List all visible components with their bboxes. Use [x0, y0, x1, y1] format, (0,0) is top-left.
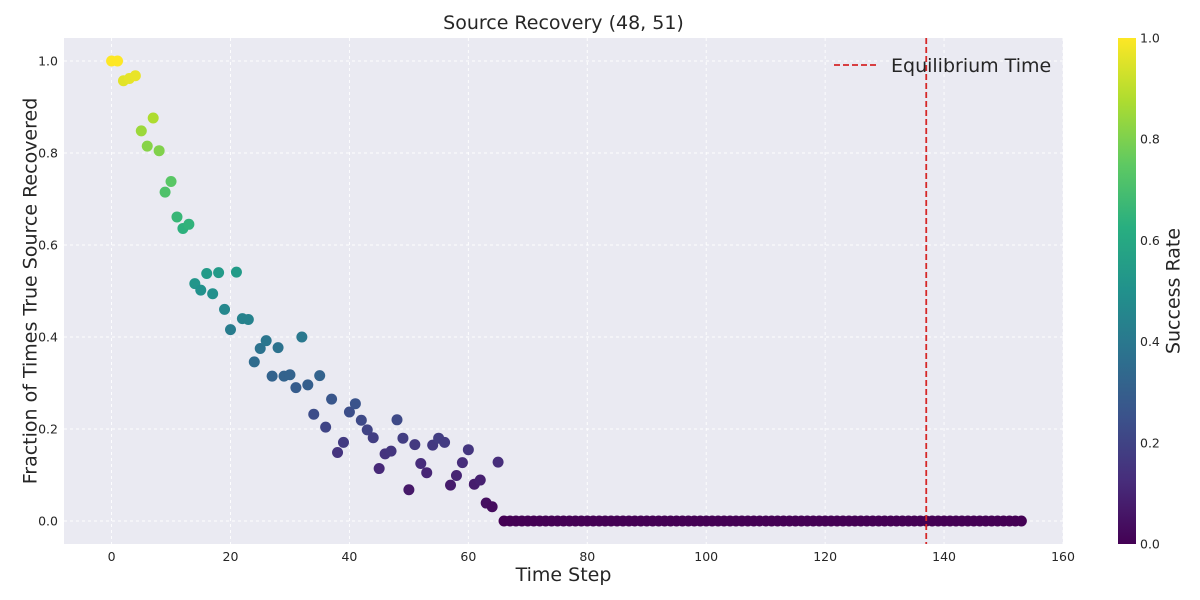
data-point [302, 379, 314, 391]
y-axis-label: Fraction of Times True Source Recovered [20, 98, 42, 485]
data-point [266, 370, 278, 382]
data-point [415, 458, 427, 469]
colorbar-tick-label: 0.0 [1140, 537, 1160, 552]
data-point [445, 479, 457, 491]
colorbar-label: Success Rate [1163, 228, 1185, 354]
colorbar-tick-label: 1.0 [1140, 31, 1160, 46]
colorbar-tick-label: 0.8 [1140, 132, 1160, 147]
data-point [397, 432, 409, 444]
x-tick-label: 40 [341, 549, 357, 564]
data-point [409, 439, 421, 451]
y-tick-label: 1.0 [38, 54, 58, 69]
data-point [213, 267, 225, 279]
data-point [183, 218, 195, 230]
data-point [320, 421, 332, 433]
data-point [153, 145, 165, 157]
data-point [355, 414, 367, 426]
data-point [450, 469, 462, 481]
data-point [260, 335, 272, 347]
x-tick-label: 120 [813, 549, 837, 564]
x-tick-label: 160 [1051, 549, 1075, 564]
data-point [486, 501, 498, 513]
x-tick-label: 140 [932, 549, 956, 564]
data-point [367, 432, 379, 444]
colorbar: 0.0 0.2 0.4 0.6 0.8 1.0 Success Rate [1118, 31, 1185, 552]
data-point [147, 112, 159, 124]
data-point [474, 474, 486, 486]
data-point [296, 331, 308, 343]
data-point [248, 356, 260, 368]
x-tick-label: 20 [223, 549, 239, 564]
data-point [159, 186, 171, 198]
data-point [361, 424, 373, 436]
data-point [135, 125, 147, 137]
data-point [290, 382, 302, 394]
data-points [106, 55, 1027, 527]
data-point [141, 140, 153, 152]
data-point [456, 457, 468, 469]
colorbar-tick-label: 0.2 [1140, 435, 1160, 450]
data-point [492, 456, 504, 468]
x-tick-label: 80 [579, 549, 595, 564]
data-point [308, 408, 320, 420]
y-tick-label: 0.6 [38, 238, 58, 253]
data-point [225, 324, 236, 336]
data-point [129, 70, 141, 82]
x-axis-label: Time Step [515, 564, 612, 586]
data-point [391, 414, 403, 426]
y-axis-ticks: 0.0 0.2 0.4 0.6 0.8 1.0 [38, 54, 58, 529]
y-tick-label: 0.0 [38, 514, 58, 529]
data-point [337, 436, 349, 448]
x-axis-ticks: 0 20 40 60 80 100 120 140 160 [108, 549, 1075, 564]
chart-title: Source Recovery (48, 51) [443, 12, 684, 34]
x-tick-label: 60 [460, 549, 476, 564]
data-point [272, 342, 284, 354]
data-point [254, 343, 266, 354]
y-tick-label: 0.4 [38, 330, 58, 345]
data-point [171, 211, 183, 223]
data-point [1015, 515, 1027, 527]
colorbar-gradient [1118, 38, 1136, 544]
data-point [314, 370, 326, 382]
legend: Equilibrium Time [834, 55, 1051, 77]
data-point [421, 467, 433, 479]
data-point [403, 484, 415, 496]
data-point [201, 268, 213, 280]
y-tick-label: 0.8 [38, 146, 58, 161]
legend-label: Equilibrium Time [891, 55, 1051, 77]
data-point [112, 55, 124, 67]
colorbar-ticks: 0.0 0.2 0.4 0.6 0.8 1.0 [1140, 31, 1160, 552]
data-point [349, 398, 361, 410]
data-point [439, 436, 451, 448]
x-tick-label: 100 [694, 549, 718, 564]
data-point [385, 445, 397, 457]
data-point [165, 176, 177, 188]
data-point [195, 284, 207, 296]
y-tick-label: 0.2 [38, 422, 58, 437]
data-point [284, 369, 296, 381]
data-point [326, 393, 338, 405]
data-point [219, 303, 231, 315]
data-point [242, 314, 254, 326]
data-point [462, 444, 474, 456]
colorbar-tick-label: 0.4 [1140, 334, 1160, 349]
colorbar-tick-label: 0.6 [1140, 233, 1160, 248]
data-point [343, 406, 355, 418]
data-point [373, 463, 385, 475]
data-point [332, 446, 344, 458]
data-point [230, 266, 242, 278]
data-point [207, 288, 219, 300]
x-tick-label: 0 [108, 549, 116, 564]
